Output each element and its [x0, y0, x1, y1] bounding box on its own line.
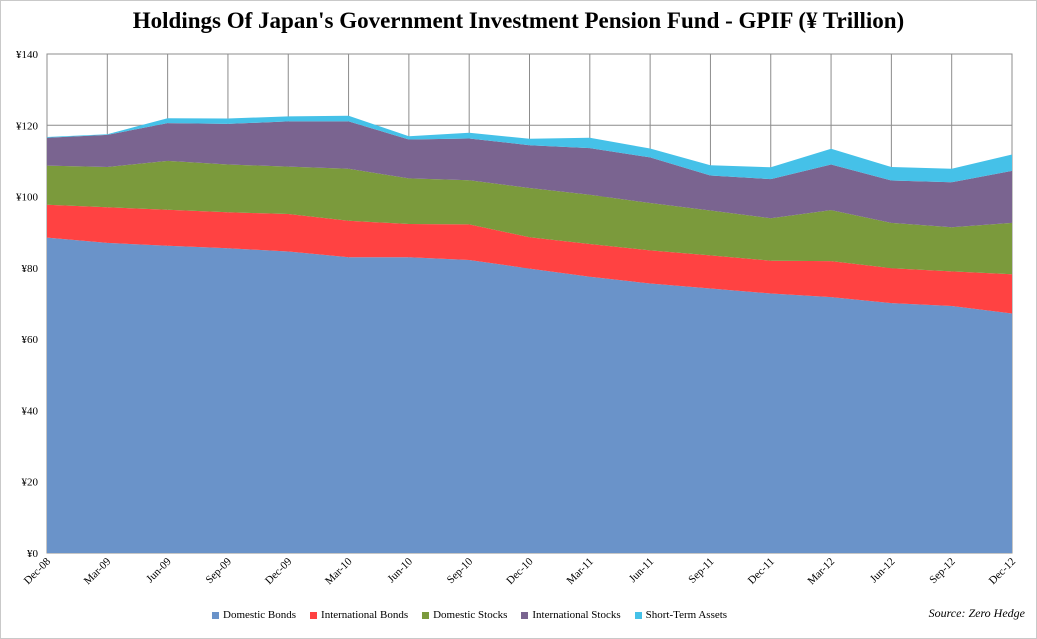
area-international-stocks — [47, 121, 1012, 228]
x-tick-label: Jun-10 — [385, 555, 415, 585]
y-tick-label: ¥60 — [22, 334, 39, 346]
legend-label: International Stocks — [532, 609, 621, 621]
x-tick-label: Jun-11 — [627, 556, 656, 585]
y-tick-label: ¥100 — [16, 192, 39, 204]
x-tick-label: Dec-09 — [263, 555, 295, 587]
legend-label: Short-Term Assets — [645, 609, 728, 621]
x-tick-label: Jun-09 — [144, 555, 174, 585]
x-tick-label: Mar-11 — [565, 556, 596, 587]
y-tick-label: ¥20 — [22, 477, 39, 489]
x-tick-label: Jun-12 — [868, 556, 898, 586]
legend-swatch — [634, 611, 642, 619]
y-tick-label: ¥140 — [16, 49, 39, 61]
y-tick-label: ¥120 — [16, 120, 39, 132]
x-tick-label: Mar-09 — [82, 555, 114, 587]
x-tick-label: Mar-12 — [806, 556, 838, 588]
source-note: Source: Zero Hedge — [928, 606, 1025, 620]
x-tick-label: Sep-10 — [445, 555, 476, 586]
stacked-areas — [47, 115, 1012, 553]
area-international-bonds — [47, 204, 1012, 314]
legend-swatch — [310, 611, 318, 619]
area-domestic-bonds — [47, 237, 1012, 553]
y-tick-label: ¥40 — [22, 405, 39, 417]
legend-swatch — [521, 611, 529, 619]
legend-label: Domestic Bonds — [223, 609, 297, 621]
x-axis-ticks: Dec-08 Mar-09 Jun-09 Sep-09 Dec-09 Mar-10 Jun-… — [22, 555, 1018, 587]
chart-title: Holdings Of Japan's Government Investmen… — [132, 8, 905, 33]
legend-label: Domestic Stocks — [433, 609, 508, 621]
legend-swatch — [212, 611, 219, 619]
y-tick-label: ¥0 — [27, 548, 39, 560]
legend-item: International Bonds — [310, 609, 408, 621]
legend: Domestic Bonds International Bonds Domesti… — [212, 609, 741, 621]
legend-item: Domestic Stocks — [422, 609, 507, 621]
x-tick-label: Dec-11 — [746, 556, 777, 587]
x-tick-label: Dec-12 — [987, 556, 1018, 587]
x-tick-label: Dec-10 — [504, 555, 536, 587]
legend-item: Domestic Bonds — [212, 609, 296, 621]
x-tick-label: Mar-10 — [323, 555, 355, 587]
area-domestic-stocks — [47, 160, 1012, 275]
legend-label: International Bonds — [321, 609, 409, 621]
legend-item: Short-Term Assets — [634, 609, 728, 621]
x-tick-label: Sep-11 — [686, 556, 716, 586]
area-short-term-assets — [47, 115, 1012, 183]
y-axis-ticks: ¥0 ¥20 ¥40 ¥60 ¥80 ¥100 ¥120 ¥140 — [16, 49, 39, 560]
y-tick-label: ¥80 — [22, 263, 39, 275]
x-tick-label: Sep-09 — [204, 555, 235, 586]
x-tick-label: Dec-08 — [22, 555, 54, 587]
legend-swatch — [422, 611, 430, 619]
x-tick-label: Sep-12 — [927, 556, 958, 587]
legend-item: International Stocks — [521, 609, 621, 621]
